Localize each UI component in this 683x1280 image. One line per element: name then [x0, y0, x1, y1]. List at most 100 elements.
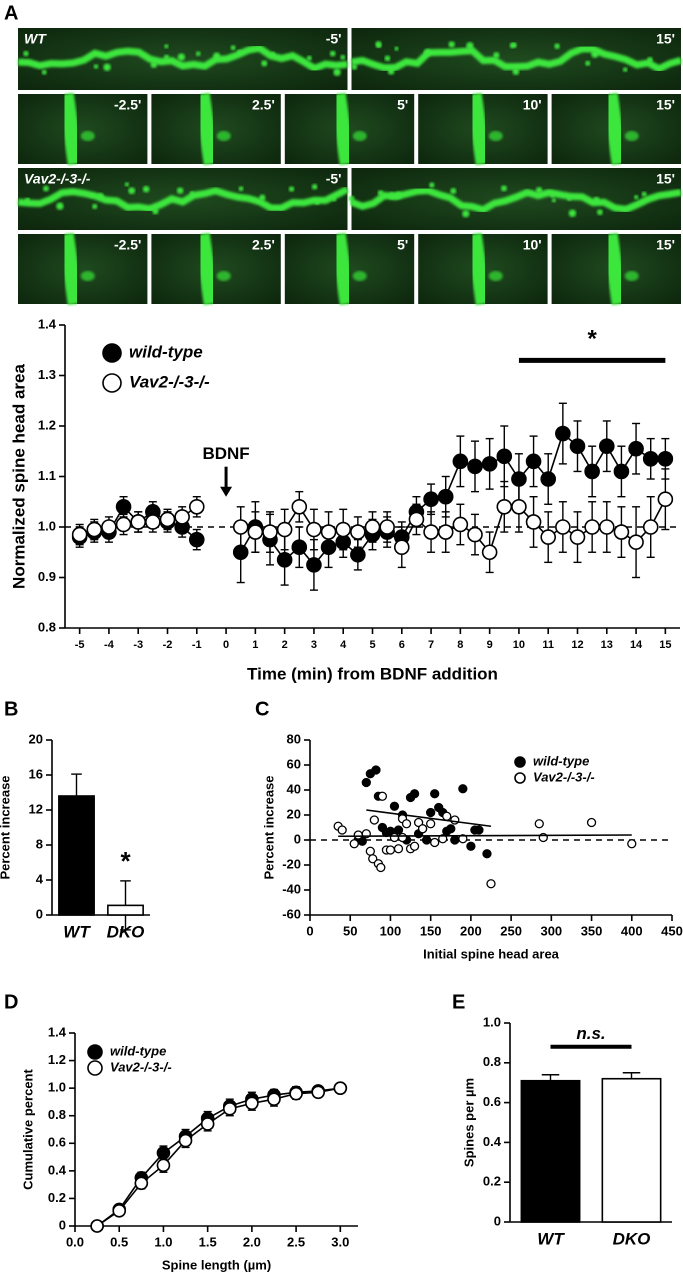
spine — [535, 187, 543, 194]
x-tick-label: 1.5 — [199, 1234, 217, 1249]
y-tick-label: 12 — [29, 801, 43, 816]
spine — [624, 271, 639, 281]
marker — [598, 519, 615, 535]
marker — [657, 451, 674, 467]
point — [486, 879, 496, 889]
spine — [462, 210, 470, 218]
point — [417, 824, 428, 834]
y-tick-label: 1.3 — [38, 367, 56, 382]
spine — [23, 50, 29, 57]
time-label: -2.5' — [114, 237, 141, 253]
y-tick-label: 1.0 — [483, 1014, 501, 1029]
y-axis-label: Percent increase — [0, 775, 12, 879]
marker — [247, 524, 264, 540]
time-label: 5' — [397, 237, 408, 253]
y-axis-label: Percent increase — [261, 775, 276, 879]
spine — [124, 182, 130, 187]
time-label: 2.5' — [252, 237, 275, 253]
spine — [554, 43, 560, 49]
point — [337, 825, 347, 835]
marker — [540, 471, 557, 487]
marker — [267, 1092, 281, 1106]
spine — [501, 185, 507, 192]
y-tick-label: 1.1 — [38, 468, 56, 483]
y-tick-label: -40 — [282, 881, 301, 896]
marker — [156, 1158, 171, 1173]
legend-marker — [102, 373, 122, 393]
point — [376, 862, 386, 873]
x-tick-label: 6 — [399, 639, 405, 651]
marker — [335, 521, 352, 538]
point — [369, 815, 380, 825]
marker — [569, 529, 586, 545]
x-tick-label: 0 — [223, 639, 229, 651]
point — [393, 844, 404, 854]
y-axis-label: Cumulative percent — [20, 1069, 35, 1190]
y-tick-label: 1.2 — [38, 417, 56, 432]
spine — [230, 45, 236, 51]
time-label: 10' — [523, 237, 542, 253]
chart: 0 0.2 0.4 0.6 0.8 1.0 Spines per µm WT DKO n.s. — [461, 1014, 672, 1248]
x-tick-label: 5 — [369, 639, 375, 651]
marker — [306, 521, 322, 538]
marker — [467, 458, 483, 475]
marker — [130, 514, 147, 530]
spine — [152, 208, 159, 215]
dendrite — [193, 92, 220, 166]
marker — [86, 521, 103, 538]
spine — [622, 67, 628, 72]
time-label: 15' — [656, 97, 675, 113]
marker — [350, 524, 366, 540]
dendrite — [601, 92, 628, 166]
spine — [394, 191, 402, 200]
point — [442, 811, 452, 821]
dendrite — [350, 45, 682, 73]
x-tick-label: -3 — [133, 639, 143, 651]
chart: 0 4 8 12 16 20 Percent increase WT DKO * — [0, 731, 150, 941]
spine — [466, 42, 474, 50]
time-label: -2.5' — [114, 97, 141, 113]
marker — [90, 1219, 104, 1233]
point — [458, 834, 468, 844]
spine — [164, 44, 169, 49]
row-label: WT — [24, 31, 47, 47]
marker — [467, 526, 483, 543]
y-tick-label: -60 — [282, 906, 301, 921]
x-tick-label: 350 — [581, 923, 603, 938]
x-tick-label: WT — [63, 922, 91, 941]
point — [430, 837, 440, 848]
spine — [142, 185, 150, 193]
x-tick-label: 400 — [621, 923, 643, 938]
spine — [550, 193, 555, 198]
x-tick-label: 3.0 — [331, 1234, 349, 1249]
marker — [156, 1146, 171, 1160]
x-tick-label: -4 — [104, 639, 115, 651]
spine — [423, 49, 431, 57]
y-tick-label: 0.6 — [483, 1094, 501, 1109]
dendrite — [17, 186, 350, 213]
y-tick-label: 0.2 — [483, 1174, 501, 1189]
event-label: BDNF — [202, 444, 249, 463]
point — [474, 825, 484, 835]
spine — [89, 193, 94, 198]
x-tick-label: 8 — [457, 639, 463, 651]
spine — [189, 191, 194, 196]
marker — [289, 1086, 303, 1101]
y-tick-label: 0 — [494, 1213, 501, 1228]
time-label: 15' — [656, 237, 675, 253]
spine — [92, 203, 98, 210]
point — [421, 835, 432, 845]
x-tick-label: 2 — [282, 639, 288, 651]
spine — [387, 68, 395, 75]
point — [450, 835, 460, 845]
spine — [448, 41, 455, 48]
spine — [306, 55, 312, 61]
marker — [306, 557, 322, 573]
x-tick-label: 50 — [343, 923, 357, 938]
y-tick-label: 1.2 — [48, 1052, 66, 1067]
x-tick-label: 10 — [513, 639, 525, 651]
spine — [24, 197, 31, 203]
x-tick-label: 11 — [542, 639, 554, 651]
spine — [332, 197, 337, 202]
